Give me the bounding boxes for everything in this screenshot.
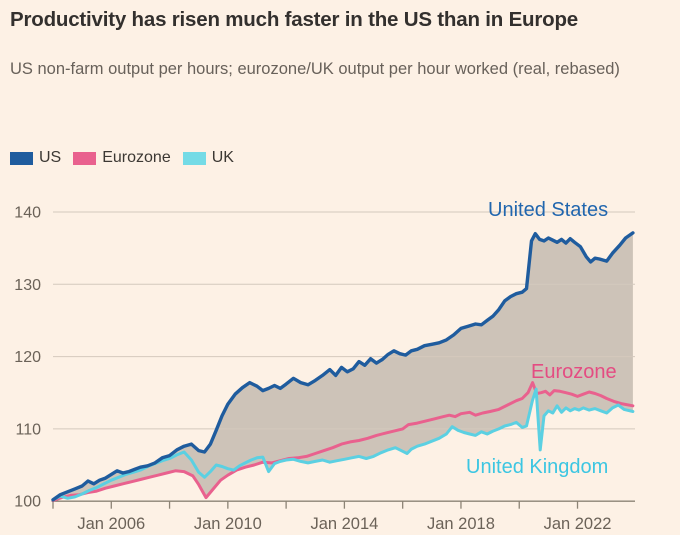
- chart-subtitle: US non-farm output per hours; eurozone/U…: [10, 60, 620, 78]
- united-kingdom-line-label: United Kingdom: [466, 456, 609, 478]
- eurozone-legend-label: Eurozone: [102, 149, 171, 166]
- eurozone-legend-swatch: [73, 151, 97, 165]
- legend-item-us: US: [10, 149, 61, 167]
- x-axis-label-2010: Jan 2010: [194, 515, 262, 533]
- us-legend-label: US: [39, 149, 62, 166]
- y-axis-label-140: 140: [14, 204, 41, 221]
- legend: US Eurozone UK: [10, 149, 246, 167]
- y-axis-label-120: 120: [14, 349, 41, 366]
- uk-line: [51, 387, 635, 502]
- x-axis-label-2018: Jan 2018: [427, 515, 495, 533]
- legend-item-eurozone: Eurozone: [73, 149, 171, 167]
- uk-legend-swatch: [182, 151, 206, 165]
- y-axis-label-100: 100: [14, 494, 41, 511]
- y-axis-label-130: 130: [14, 277, 41, 294]
- us-europe-gap-area: [53, 232, 633, 501]
- x-axis-label-2022: Jan 2022: [544, 515, 612, 533]
- us-line: [51, 231, 635, 502]
- eurozone-line-label: Eurozone: [531, 361, 617, 383]
- us-legend-swatch: [10, 151, 33, 165]
- united-states-line-label: United States: [488, 199, 609, 221]
- legend-item-uk: UK: [182, 149, 234, 167]
- chart-title: Productivity has risen much faster in th…: [10, 8, 579, 31]
- x-axis-label-2006: Jan 2006: [77, 515, 145, 533]
- eurozone-line: [51, 381, 635, 502]
- uk-legend-label: UK: [211, 149, 234, 166]
- y-axis-label-110: 110: [15, 421, 41, 438]
- x-axis-label-2014: Jan 2014: [310, 515, 378, 533]
